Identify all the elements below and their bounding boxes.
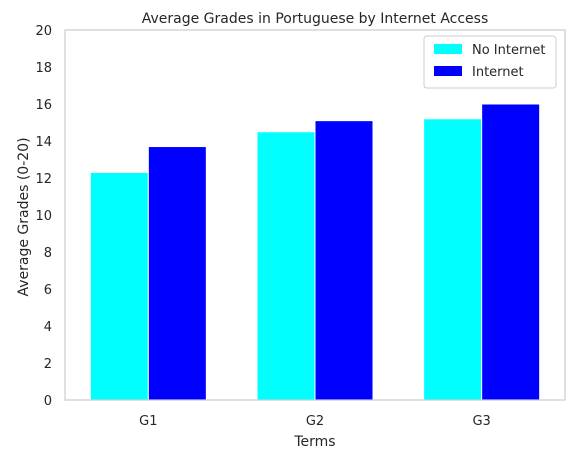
x-tick-label: G3 — [472, 414, 490, 429]
x-tick-labels: G1 G2 G3 — [139, 414, 491, 429]
legend-swatch-no-internet — [434, 44, 462, 54]
y-tick-label: 6 — [44, 283, 52, 298]
legend-label-no-internet: No Internet — [472, 43, 545, 58]
y-tick-label: 18 — [35, 61, 52, 76]
bar-internet-g3 — [482, 104, 540, 400]
bar-internet-g1 — [148, 147, 206, 400]
bar-no-internet-g3 — [424, 119, 482, 400]
y-tick-label: 0 — [44, 394, 52, 409]
x-axis-label: Terms — [293, 434, 335, 450]
y-tick-label: 4 — [44, 320, 52, 335]
y-axis-label: Average Grades (0-20) — [16, 137, 32, 296]
y-tick-label: 2 — [44, 357, 52, 372]
legend: No Internet Internet — [424, 36, 556, 88]
bar-no-internet-g2 — [257, 132, 315, 400]
bar-internet-g2 — [315, 121, 373, 400]
legend-swatch-internet — [434, 66, 462, 76]
y-tick-label: 14 — [35, 135, 52, 150]
y-tick-label: 20 — [35, 24, 52, 39]
y-tick-label: 16 — [35, 98, 52, 113]
legend-label-internet: Internet — [472, 65, 524, 80]
y-tick-label: 12 — [35, 172, 52, 187]
bar-no-internet-g1 — [90, 172, 148, 400]
y-tick-label: 8 — [44, 246, 52, 261]
y-tick-label: 10 — [35, 209, 52, 224]
y-tick-labels: 0 2 4 6 8 10 12 14 16 18 20 — [35, 24, 52, 409]
chart-title: Average Grades in Portuguese by Internet… — [142, 11, 489, 27]
x-tick-label: G2 — [306, 414, 324, 429]
x-tick-label: G1 — [139, 414, 157, 429]
